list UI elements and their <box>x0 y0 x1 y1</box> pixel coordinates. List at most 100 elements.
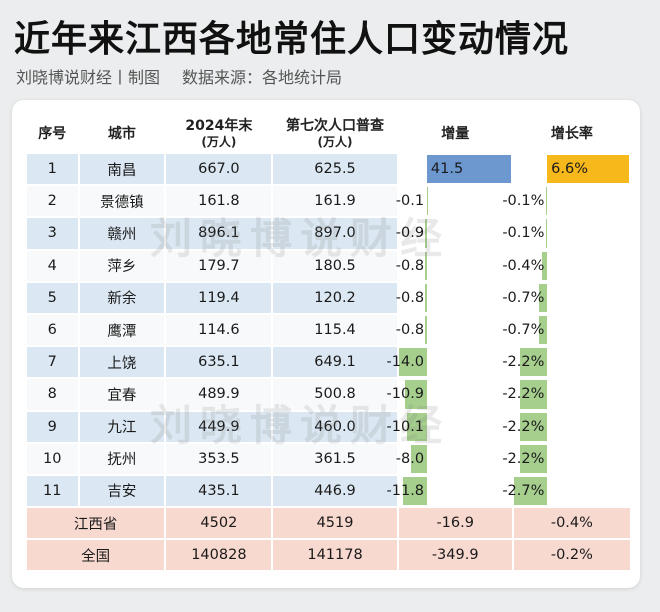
rate-cell: 6.6% <box>513 154 630 185</box>
increase-cell: -10.9 <box>387 379 512 410</box>
header-city: 城市 <box>107 126 136 142</box>
increase-cell: -0.9 <box>395 218 512 249</box>
increase-cell: -8.0 <box>395 443 512 474</box>
total-increase: -349.9 <box>398 540 512 571</box>
table-row: 4 萍乡 179.7 180.5 -0.8 -0.4% <box>27 250 630 281</box>
row-census7: 446.9 <box>273 475 397 507</box>
increase-cell: -11.8 <box>387 475 512 507</box>
row-pop2024: 161.8 <box>166 186 272 217</box>
row-index: 6 <box>27 314 78 346</box>
row-census7: 649.1 <box>273 347 397 378</box>
row-index: 8 <box>27 379 78 410</box>
row-census7: 897.0 <box>273 218 397 249</box>
table-row: 3 赣州 896.1 897.0 -0.9 -0.1% <box>27 218 630 249</box>
row-city: 抚州 <box>79 443 165 474</box>
increase-label: -0.9 <box>395 225 425 242</box>
table-row: 7 上饶 635.1 649.1 -14.0 -2.2% <box>27 347 630 378</box>
increase-cell: 41.5 <box>398 154 512 185</box>
header-pop2024-unit: (万人) <box>201 135 237 149</box>
rate-cell: -0.1% <box>502 218 630 249</box>
header-index: 序号 <box>38 126 67 142</box>
row-pop2024: 896.1 <box>166 218 272 249</box>
row-city: 赣州 <box>79 218 165 249</box>
rate-bar <box>519 348 548 377</box>
header-increase: 增量 <box>441 126 470 142</box>
row-city: 景德镇 <box>79 186 165 217</box>
rate-cell: -2.2% <box>502 411 630 442</box>
increase-label: -10.9 <box>386 386 425 403</box>
row-city: 宜春 <box>79 379 165 410</box>
row-index: 5 <box>27 282 78 313</box>
header-census7-unit: (万人) <box>317 135 353 149</box>
table-row: 8 宜春 489.9 500.8 -10.9 -2.2% <box>27 379 630 410</box>
rate-label: -2.2% <box>502 386 545 403</box>
row-city: 鹰潭 <box>79 314 165 346</box>
row-census7: 625.5 <box>273 154 397 185</box>
rate-cell: -0.7% <box>502 282 630 313</box>
rate-bar <box>519 444 548 473</box>
row-pop2024: 353.5 <box>166 443 272 474</box>
rate-bar <box>545 219 548 248</box>
rate-bar <box>513 476 548 506</box>
total-pop2024: 140828 <box>166 540 272 571</box>
row-pop2024: 435.1 <box>166 475 272 507</box>
row-index: 1 <box>27 154 78 185</box>
row-pop2024: 114.6 <box>166 314 272 346</box>
increase-label: -0.1 <box>395 193 425 210</box>
table-row: 11 吉安 435.1 446.9 -11.8 -2.7% <box>27 475 630 507</box>
row-pop2024: 449.9 <box>166 411 272 442</box>
row-census7: 180.5 <box>273 250 397 281</box>
row-pop2024: 179.7 <box>166 250 272 281</box>
subtitle: 刘晓博说财经丨制图 数据来源：各地统计局 <box>16 64 342 88</box>
rate-cell: -2.2% <box>502 347 630 378</box>
row-city: 新余 <box>79 282 165 313</box>
total-name: 江西省 <box>27 508 165 539</box>
row-index: 11 <box>27 475 78 507</box>
increase-label: -11.8 <box>386 482 425 499</box>
increase-bar <box>398 348 427 377</box>
header-pop2024-label: 2024年末 <box>185 118 253 134</box>
row-pop2024: 489.9 <box>166 379 272 410</box>
rate-label: -0.1% <box>502 193 545 210</box>
rate-label: -0.7% <box>502 289 545 306</box>
row-index: 4 <box>27 250 78 281</box>
increase-label: -8.0 <box>395 450 425 467</box>
increase-label: -10.1 <box>386 418 425 435</box>
increase-cell: -0.8 <box>396 250 512 281</box>
table-row: 2 景德镇 161.8 161.9 -0.1 -0.1% <box>27 186 630 217</box>
row-index: 3 <box>27 218 78 249</box>
header-pop2024: 2024年末 (万人) <box>166 116 271 152</box>
author-credit: 刘晓博说财经丨制图 <box>16 68 161 87</box>
rate-label: 6.6% <box>551 161 588 178</box>
table-row: 10 抚州 353.5 361.5 -8.0 -2.2% <box>27 443 630 474</box>
header-rate: 增长率 <box>550 126 593 142</box>
rate-bar <box>542 251 548 280</box>
rate-label: -0.1% <box>502 225 545 242</box>
row-census7: 120.2 <box>273 282 397 313</box>
header-census7-label: 第七次人口普查 <box>286 118 385 134</box>
row-index: 7 <box>27 347 78 378</box>
increase-cell: -14.0 <box>387 347 512 378</box>
row-census7: 115.4 <box>273 314 397 346</box>
row-city: 上饶 <box>79 347 165 378</box>
row-pop2024: 119.4 <box>166 282 272 313</box>
rate-label: -2.2% <box>502 418 545 435</box>
population-table: 序号 城市 2024年末 (万人) 第七次人口普查 (万人) 增量 增长率 1 南昌 6… <box>25 114 632 572</box>
rate-cell: -2.2% <box>502 443 630 474</box>
table-row: 6 鹰潭 114.6 115.4 -0.8 -0.7% <box>27 314 630 346</box>
total-rate: -0.4% <box>513 508 630 539</box>
rate-bar <box>538 283 548 312</box>
row-pop2024: 667.0 <box>166 154 272 185</box>
row-census7: 500.8 <box>273 379 397 410</box>
header-row: 序号 城市 2024年末 (万人) 第七次人口普查 (万人) 增量 增长率 <box>27 116 630 152</box>
rate-label: -2.7% <box>502 482 545 499</box>
row-index: 10 <box>27 443 78 474</box>
rate-bar <box>538 315 548 345</box>
row-census7: 161.9 <box>273 186 397 217</box>
rate-cell: -2.7% <box>502 475 630 507</box>
row-city: 萍乡 <box>79 250 165 281</box>
rate-cell: -0.4% <box>502 250 630 281</box>
total-row: 全国 140828 141178 -349.9 -0.2% <box>27 540 630 571</box>
row-pop2024: 635.1 <box>166 347 272 378</box>
increase-bar <box>425 219 427 248</box>
